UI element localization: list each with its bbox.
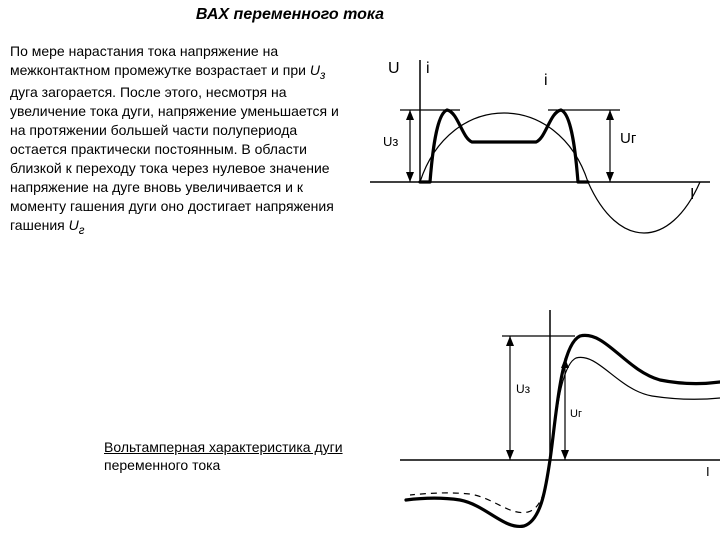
para-mid: дуга загорается. После этого, несмотря н… bbox=[10, 84, 339, 232]
page-title: ВАХ переменного тока bbox=[180, 6, 400, 24]
bot-ug-arrow-down-icon bbox=[561, 450, 569, 460]
bottom-caption: Вольтамперная характеристика дуги переме… bbox=[104, 438, 444, 474]
bot-uz-arrow-up-icon bbox=[506, 336, 514, 346]
para-uz: Uз bbox=[310, 62, 326, 78]
bot-outer-upper bbox=[550, 335, 720, 460]
bot-outer-lower bbox=[406, 460, 550, 526]
top-diagram-svg bbox=[370, 42, 710, 262]
top-axis-i-right: I bbox=[690, 186, 694, 204]
top-curve-i-label: i bbox=[544, 72, 548, 90]
para-uz-sub: з bbox=[320, 69, 325, 82]
uz-arrow-up-icon bbox=[406, 110, 414, 120]
para-uz-base: U bbox=[310, 62, 320, 78]
bottom-diagram: Uз Uг I bbox=[400, 300, 720, 540]
top-uz-label: Uз bbox=[383, 134, 398, 149]
top-ug-label: Uг bbox=[620, 130, 636, 147]
top-axis-u-label: U bbox=[388, 60, 400, 78]
uz-arrow-down-icon bbox=[406, 172, 414, 182]
caption-line1: Вольтамперная характеристика дуги bbox=[104, 439, 343, 455]
top-diagram: U i i Uз Uг I bbox=[370, 42, 710, 262]
bot-uz-arrow-down-icon bbox=[506, 450, 514, 460]
description-paragraph: По мере нарастания тока напряжение на ме… bbox=[10, 42, 350, 238]
para-pre: По мере нарастания тока напряжение на ме… bbox=[10, 43, 310, 78]
bot-ug-arrow-up-icon bbox=[561, 358, 569, 368]
ug-arrow-up-icon bbox=[606, 110, 614, 120]
bot-inner-lower-dashed bbox=[410, 460, 550, 513]
bottom-diagram-svg bbox=[400, 300, 720, 540]
top-voltage-curve bbox=[420, 110, 588, 182]
page-root: ВАХ переменного тока По мере нарастания … bbox=[0, 0, 720, 540]
para-ug-base: U bbox=[69, 217, 79, 233]
bot-ug-label: Uг bbox=[570, 408, 582, 420]
ug-arrow-down-icon bbox=[606, 172, 614, 182]
bot-uz-label: Uз bbox=[516, 382, 530, 396]
para-ug: Uг bbox=[69, 217, 85, 233]
top-axis-i-label-left: i bbox=[426, 60, 430, 78]
bot-axis-i-label: I bbox=[706, 464, 710, 479]
para-ug-sub: г bbox=[79, 223, 85, 236]
caption-line2: переменного тока bbox=[104, 457, 220, 473]
